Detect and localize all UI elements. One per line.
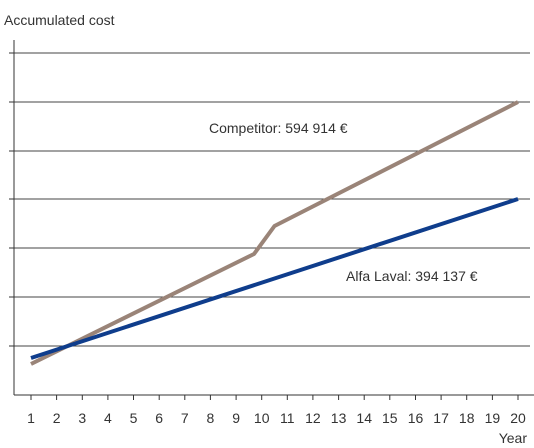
x-axis-label: Year [499,430,528,446]
x-tick-label: 18 [459,410,475,426]
x-tick-label: 12 [305,410,321,426]
x-tick-label: 11 [280,410,295,426]
x-tick-label: 13 [331,410,347,426]
y-axis-label: Accumulated cost [4,12,115,28]
x-tick-label: 5 [130,410,138,426]
series-annotation-competitor: Competitor: 594 914 € [209,120,348,136]
x-tick-label: 8 [207,410,215,426]
x-tick-label: 15 [382,410,398,426]
x-tick-label: 6 [155,410,163,426]
x-tick-label: 10 [254,410,270,426]
x-tick-label: 9 [232,410,240,426]
x-tick-label: 4 [104,410,112,426]
x-tick-label: 19 [485,410,501,426]
x-ticks: 1 2 3 4 5 6 7 8 9 10 11 12 13 14 15 16 17 18 19 20 [27,395,526,426]
x-tick-label: 14 [356,410,372,426]
x-tick-label: 1 [27,410,35,426]
x-tick-label: 16 [408,410,424,426]
series-annotation-alfa-laval: Alfa Laval: 394 137 € [346,268,478,284]
x-tick-label: 17 [433,410,449,426]
series-line-alfa-laval [30,197,519,360]
x-tick-label: 20 [510,410,526,426]
x-tick-label: 3 [78,410,86,426]
x-tick-label: 7 [181,410,189,426]
series-lines [30,100,519,366]
grid [9,52,530,347]
x-tick-label: 2 [53,410,61,426]
series-line-competitor [30,100,519,366]
